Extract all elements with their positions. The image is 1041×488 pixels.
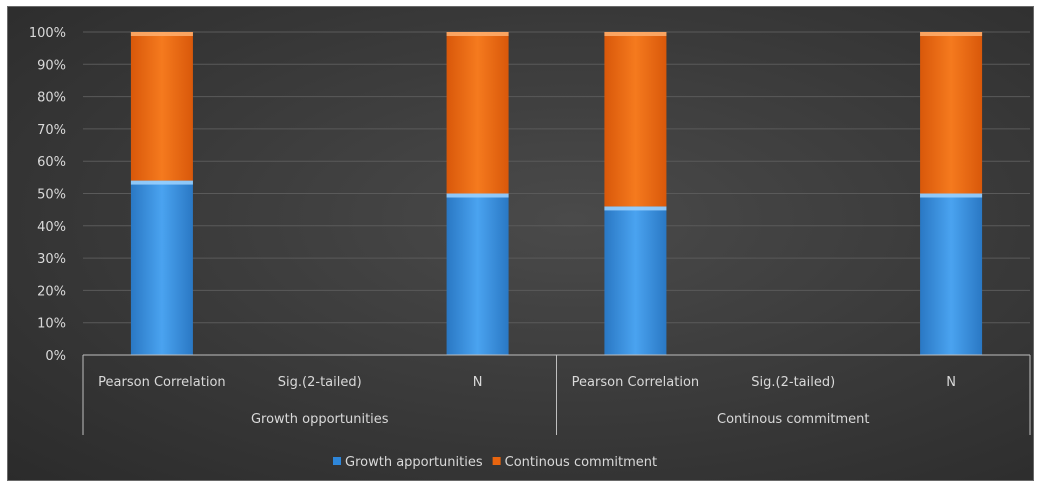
bar-segment-highlight [446,193,509,198]
legend-swatch [492,457,501,465]
bar-segment-highlight [130,180,193,185]
y-tick-label: 70% [37,123,66,138]
bar-segment [920,193,983,355]
bar-segment [130,180,193,355]
legend-label: Growth apportunities [345,455,483,470]
legend-label: Continous commitment [505,455,657,470]
y-tick-label: 100% [29,26,66,41]
y-tick-label: 30% [37,252,66,267]
bar-segment-highlight [920,193,983,198]
x-category-label: Pearson Correlation [572,375,699,390]
y-tick-label: 80% [37,91,66,106]
bar-segment [446,193,509,355]
bar-segment [604,32,667,207]
bar-segment [446,32,509,194]
y-tick-label: 10% [37,317,66,332]
y-tick-label: 50% [37,188,66,203]
y-tick-label: 90% [37,58,66,73]
x-category-label: Pearson Correlation [98,375,225,390]
stacked-bar-chart: 0% 10% 20% 30% 40% 50% 60% 70% 80% 90% 100% Pearson… [29,26,1031,470]
y-tick-label: 0% [45,349,66,364]
x-group-label: Continous commitment [717,412,869,427]
bar-segment [130,32,193,181]
bar-segment-highlight [130,32,193,36]
chart-area: 0% 10% 20% 30% 40% 50% 60% 70% 80% 90% 100% Pearson… [7,6,1034,481]
y-tick-label: 40% [37,220,66,235]
x-category-label: Sig.(2-tailed) [751,375,835,390]
bar-segment-highlight [446,32,509,36]
x-category-label: Sig.(2-tailed) [278,375,362,390]
bar-segment-highlight [604,206,667,211]
x-category-label: N [946,375,956,390]
bar-segment [604,206,667,355]
bar-segment-highlight [604,32,667,36]
y-tick-label: 60% [37,155,66,170]
y-tick-label: 20% [37,284,66,299]
bar-segment-highlight [920,32,983,36]
bar-segment [920,32,983,194]
legend-swatch [333,457,341,465]
x-category-label: N [473,375,483,390]
x-group-label: Growth opportunities [251,412,389,427]
